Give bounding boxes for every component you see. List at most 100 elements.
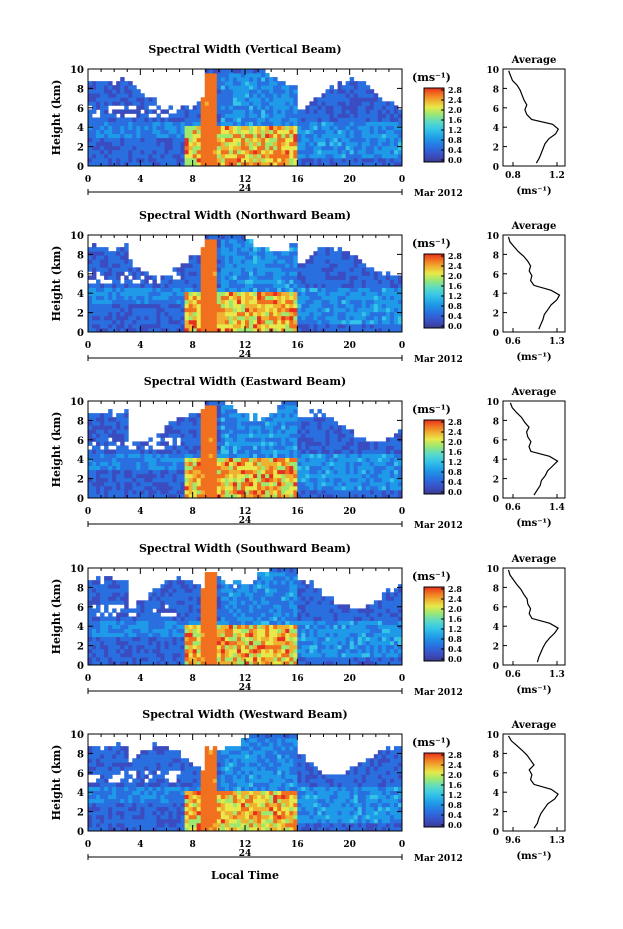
heatmap-cell — [224, 137, 230, 143]
heatmap-cell — [361, 145, 367, 151]
heatmap-cell — [321, 279, 326, 284]
heatmap-cell — [325, 101, 330, 106]
heatmap-cell — [208, 493, 214, 499]
heatmap-cell — [168, 161, 173, 167]
heatmap-cell — [317, 445, 322, 450]
heatmap-cell — [224, 141, 230, 147]
heatmap-cell — [357, 299, 363, 305]
heatmap-cell — [160, 461, 165, 467]
heatmap-cell — [172, 437, 177, 442]
heatmap-cell — [337, 303, 343, 309]
heatmap-cell — [148, 469, 153, 475]
heatmap-cell — [104, 489, 109, 495]
heatmap-cell — [220, 287, 226, 292]
heatmap-cell — [245, 251, 250, 256]
heatmap-cell — [285, 93, 290, 98]
heatmap-cell — [104, 295, 109, 301]
heatmap-cell — [349, 263, 355, 268]
heatmap-cell — [369, 453, 375, 458]
heatmap-cell — [92, 125, 97, 131]
heatmap-cell — [116, 644, 121, 650]
heatmap-cell — [152, 129, 157, 135]
heatmap-cell — [204, 295, 210, 301]
heatmap-cell — [88, 141, 93, 147]
heatmap-cell — [176, 449, 181, 454]
heatmap-cell — [228, 251, 234, 256]
heatmap-cell — [397, 327, 403, 333]
heatmap-cell — [373, 153, 379, 159]
heatmap-cell — [313, 113, 318, 118]
heatmap-cell — [224, 449, 230, 454]
heatmap-cell — [208, 251, 214, 256]
heatmap-cell — [265, 493, 270, 499]
heatmap-cell — [397, 453, 403, 458]
heatmap-cell — [281, 299, 286, 305]
heatmap-cell — [188, 267, 194, 272]
heatmap-cell — [224, 477, 230, 483]
heatmap-cell — [357, 307, 363, 313]
heatmap-cell — [92, 299, 97, 305]
heatmap-cell — [92, 137, 97, 143]
heatmap-cell — [120, 600, 125, 605]
heatmap-cell — [96, 327, 101, 333]
heatmap-cell — [124, 315, 129, 321]
heatmap-cell — [160, 279, 165, 284]
heatmap-cell — [192, 457, 198, 463]
heatmap-cell — [144, 453, 149, 458]
heatmap-cell — [269, 263, 274, 268]
heatmap-cell — [289, 409, 294, 414]
heatmap-cell — [108, 449, 113, 454]
heatmap-cell — [180, 299, 186, 305]
heatmap-cell — [349, 137, 355, 143]
heatmap-cell — [236, 449, 242, 454]
heatmap-cell — [88, 493, 93, 499]
heatmap-cell — [345, 465, 351, 471]
heatmap-cell — [212, 93, 218, 98]
heatmap-cell — [96, 417, 101, 422]
heatmap-cell — [301, 473, 306, 479]
heatmap-cell — [240, 315, 246, 321]
heatmap-cell — [132, 97, 137, 102]
heatmap-cell — [92, 640, 97, 646]
heatmap-cell — [273, 477, 278, 483]
heatmap-cell — [369, 461, 375, 467]
heatmap-cell — [232, 93, 238, 98]
heatmap-cell — [88, 608, 93, 613]
heatmap-cell — [281, 481, 286, 487]
heatmap-cell — [389, 489, 395, 495]
heatmap-cell — [305, 303, 310, 309]
heatmap-cell — [257, 89, 262, 94]
heatmap-cell — [245, 77, 250, 82]
heatmap-cell — [265, 295, 270, 301]
heatmap-cell — [140, 323, 145, 329]
heatmap-cell — [96, 461, 101, 467]
heatmap-cell — [148, 327, 153, 333]
heatmap-cell — [96, 105, 101, 110]
heatmap-cell — [104, 161, 109, 167]
heatmap-cell — [337, 481, 343, 487]
heatmap-cell — [277, 263, 282, 268]
heatmap-cell — [261, 485, 266, 491]
heatmap-cell — [337, 157, 343, 163]
heatmap-cell — [128, 291, 133, 297]
heatmap-cell — [349, 271, 355, 276]
heatmap-cell — [297, 279, 302, 284]
heatmap-cell — [116, 307, 121, 313]
heatmap-cell — [172, 461, 177, 467]
heatmap-cell — [128, 161, 133, 167]
heatmap-cell — [212, 461, 218, 467]
colorbar-unit: (ms⁻¹) — [412, 403, 451, 416]
heatmap-cell — [232, 473, 238, 479]
heatmap-cell — [120, 113, 125, 118]
heatmap-cell — [321, 291, 326, 297]
heatmap-cell — [297, 493, 302, 499]
heatmap-cell — [88, 592, 93, 597]
heatmap-cell — [224, 429, 230, 434]
heatmap-cell — [212, 133, 218, 139]
heatmap-cell — [249, 73, 254, 78]
heatmap-cell — [337, 259, 343, 264]
heatmap-cell — [385, 323, 391, 329]
heatmap-cell — [152, 283, 157, 288]
heatmap-cell — [297, 465, 302, 471]
heatmap-cell — [245, 85, 250, 90]
